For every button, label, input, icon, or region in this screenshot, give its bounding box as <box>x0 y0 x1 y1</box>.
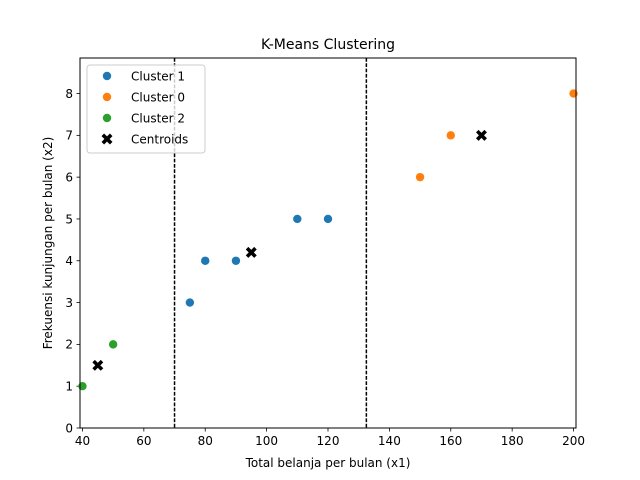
y-axis-label: Frekuensi kunjungan per bulan (x2) <box>41 137 55 350</box>
x-axis-ticks: 40 60 80 100 120 140 160 180 200 <box>75 428 585 448</box>
data-points <box>78 89 578 391</box>
centroids-marker <box>92 359 104 371</box>
y-tick-label: 6 <box>65 170 73 184</box>
legend-cluster-1-label: Cluster 1 <box>131 69 185 83</box>
x-tick-label: 40 <box>75 434 90 448</box>
y-tick-label: 4 <box>65 254 73 268</box>
x-tick-label: 180 <box>501 434 524 448</box>
x-tick-label: 160 <box>439 434 462 448</box>
y-axis-ticks: 0 1 2 3 4 5 6 7 8 <box>65 87 80 435</box>
y-tick-label: 0 <box>65 421 73 435</box>
x-tick-label: 100 <box>255 434 278 448</box>
centroids-marker <box>245 246 257 258</box>
cluster-0-point <box>415 172 425 182</box>
x-tick-label: 120 <box>317 434 340 448</box>
legend-box <box>86 64 206 154</box>
cluster-1-point <box>231 256 241 265</box>
y-tick-label: 3 <box>65 296 73 310</box>
y-tick-label: 5 <box>65 212 73 226</box>
y-tick-label: 1 <box>65 379 73 393</box>
legend-centroids-label: Centroids <box>131 132 188 146</box>
legend-centroids-marker <box>101 133 113 145</box>
x-axis-label: Total belanja per bulan (x1) <box>245 456 411 470</box>
legend: Cluster 1 Cluster 0 Cluster 2 Centroids <box>86 64 206 154</box>
legend-cluster-0-label: Cluster 0 <box>131 90 185 104</box>
cluster-1-point <box>201 256 210 265</box>
x-tick-label: 80 <box>198 434 213 448</box>
plot-frame <box>79 57 577 429</box>
y-tick-label: 2 <box>65 338 73 352</box>
legend-cluster-2-label: Cluster 2 <box>131 111 185 125</box>
legend-cluster-1-marker <box>102 71 112 81</box>
legend-cluster-0-marker <box>102 92 112 102</box>
legend-cluster-2-marker <box>102 113 112 123</box>
y-tick-label: 8 <box>65 87 73 101</box>
cluster-1-point <box>185 298 195 307</box>
y-tick-label: 7 <box>65 129 73 143</box>
chart-title: K-Means Clustering <box>261 37 395 53</box>
cluster-0-point <box>446 131 455 140</box>
cluster-1-point <box>323 214 333 224</box>
x-tick-label: 140 <box>378 434 401 448</box>
x-tick-label: 60 <box>136 434 151 448</box>
centroids-marker <box>475 129 487 141</box>
cluster-2-point <box>108 340 118 349</box>
x-tick-label: 200 <box>562 434 585 448</box>
cluster-1-point <box>293 214 302 224</box>
